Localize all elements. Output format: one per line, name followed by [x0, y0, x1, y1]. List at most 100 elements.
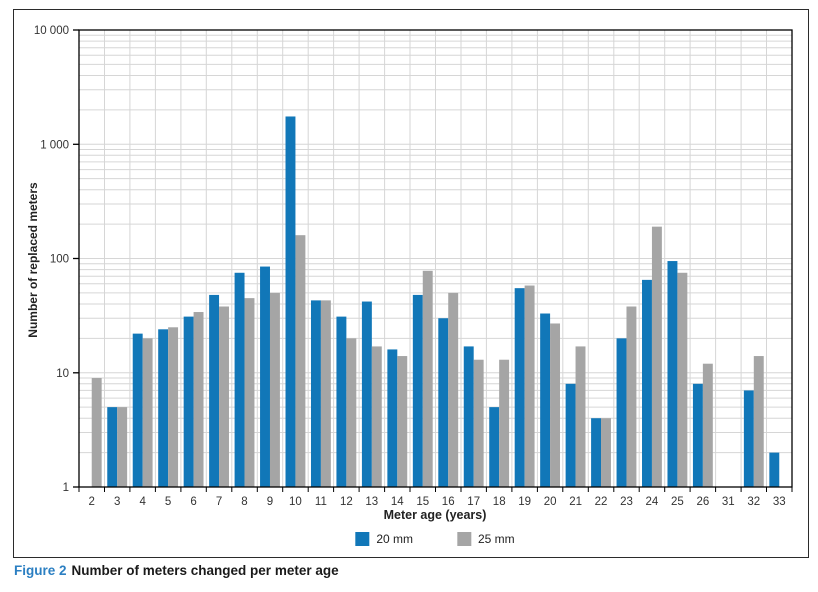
bar-20mm-age-32 [743, 390, 754, 487]
bar-20mm-age-15 [412, 294, 423, 487]
x-tick-label: 11 [315, 496, 327, 508]
bar-25mm-age-7 [219, 306, 229, 487]
bar-25mm-age-13 [371, 346, 382, 487]
x-tick-label: 12 [340, 496, 353, 508]
bar-25mm-age-23 [626, 306, 637, 487]
x-tick-label: 24 [646, 496, 659, 508]
bar-20mm-age-7 [209, 294, 220, 487]
bar-25mm-age-10 [295, 235, 306, 487]
x-tick-label: 23 [620, 496, 633, 508]
legend: 20 mm 25 mm [355, 532, 515, 546]
x-tick-label: 15 [416, 496, 429, 508]
x-tick-label: 19 [518, 496, 531, 508]
bar-25mm-age-5 [168, 327, 179, 487]
bar-20mm-age-12 [336, 316, 347, 487]
bar-20mm-age-23 [616, 338, 627, 487]
x-tick-label: 4 [139, 496, 146, 508]
bar-20mm-age-22 [591, 418, 602, 487]
bar-25mm-age-16 [448, 292, 459, 487]
x-tick-label: 13 [365, 496, 378, 508]
bar-25mm-age-20 [550, 323, 561, 487]
x-tick-label: 26 [697, 496, 710, 508]
x-tick-label: 31 [722, 496, 735, 508]
bar-20mm-age-6 [183, 316, 194, 487]
bar-20mm-age-21 [565, 383, 576, 487]
x-tick-label: 16 [442, 496, 455, 508]
y-axis: 1 10 100 1 000 10 000 [34, 25, 79, 494]
legend-label-20mm: 20 mm [376, 532, 413, 546]
y-tick-label: 10 000 [34, 25, 69, 37]
bar-20mm-age-33 [769, 452, 780, 487]
bar-25mm-age-4 [142, 338, 153, 487]
bar-25mm-age-17 [473, 359, 484, 487]
bar-20mm-age-16 [438, 318, 449, 487]
legend-item-25mm: 25 mm [457, 532, 515, 546]
x-axis-title: Meter age (years) [383, 508, 487, 522]
bar-20mm-age-20 [540, 313, 551, 487]
legend-swatch-20mm-icon [355, 532, 370, 546]
bar-25mm-age-24 [651, 226, 662, 487]
bar-25mm-age-14 [397, 356, 408, 487]
bar-25mm-age-8 [244, 298, 255, 487]
bar-25mm-age-9 [269, 292, 280, 487]
legend-item-20mm: 20 mm [355, 532, 413, 546]
figure-frame: Number of replaced meters 1 10 100 1 000 10 … [13, 9, 809, 558]
x-tick-label: 20 [544, 496, 557, 508]
legend-swatch-25mm-icon [457, 532, 471, 546]
bar-25mm-age-12 [346, 338, 357, 487]
bar-20mm-age-26 [692, 383, 703, 487]
caption-text: Number of meters changed per meter age [71, 563, 339, 578]
x-tick-label: 2 [88, 496, 94, 508]
x-tick-label: 25 [671, 496, 684, 508]
bar-20mm-age-8 [234, 272, 245, 487]
bar-20mm-age-17 [463, 346, 474, 487]
bar-25mm-age-11 [320, 300, 331, 487]
x-tick-label: 3 [114, 496, 120, 508]
x-tick-label: 18 [493, 496, 506, 508]
bar-20mm-age-10 [285, 116, 296, 487]
y-tick-label: 1 [63, 482, 69, 494]
x-tick-label: 14 [391, 496, 404, 508]
bar-20mm-age-18 [489, 407, 500, 487]
bar-20mm-age-4 [132, 333, 143, 487]
x-tick-label: 10 [289, 496, 302, 508]
y-tick-label: 100 [50, 254, 69, 266]
bar-25mm-age-18 [499, 359, 510, 487]
bars [91, 116, 780, 487]
bar-25mm-age-3 [117, 407, 128, 487]
x-tick-label: 21 [569, 496, 582, 508]
x-tick-label: 7 [216, 496, 222, 508]
x-tick-label: 32 [747, 496, 760, 508]
bar-20mm-age-24 [642, 279, 652, 487]
bar-20mm-age-14 [387, 349, 398, 487]
bar-20mm-age-25 [667, 261, 678, 487]
bar-20mm-age-5 [158, 329, 169, 487]
figure-caption: Figure 2 Number of meters changed per met… [14, 563, 339, 578]
bar-25mm-age-32 [753, 356, 764, 487]
x-tick-label: 17 [467, 496, 480, 508]
bar-20mm-age-11 [310, 300, 321, 487]
bar-20mm-age-9 [260, 266, 270, 487]
bar-25mm-age-22 [601, 418, 611, 487]
x-axis: 2 3 4 5 6 7 8 9 10 11 12 13 14 15 16 17 18 19 20 21 22 23 24 25… [78, 487, 793, 508]
bar-25mm-age-25 [677, 272, 688, 487]
bar-20mm-age-3 [107, 407, 118, 487]
x-tick-label: 33 [773, 496, 786, 508]
x-tick-label: 5 [165, 496, 171, 508]
bar-25mm-age-2 [91, 377, 102, 487]
legend-label-25mm: 25 mm [478, 532, 515, 546]
caption-figure-number: Figure 2 [14, 563, 67, 578]
bar-20mm-age-13 [361, 301, 372, 487]
bar-20mm-age-19 [514, 288, 525, 487]
bar-25mm-age-26 [702, 363, 713, 487]
x-tick-label: 8 [241, 496, 247, 508]
y-tick-label: 10 [56, 368, 69, 380]
bar-25mm-age-21 [575, 346, 586, 487]
x-tick-label: 22 [595, 496, 608, 508]
x-tick-label: 6 [190, 496, 196, 508]
y-tick-label: 1 000 [40, 139, 69, 151]
x-tick-label: 9 [267, 496, 273, 508]
bar-25mm-age-15 [422, 270, 433, 487]
